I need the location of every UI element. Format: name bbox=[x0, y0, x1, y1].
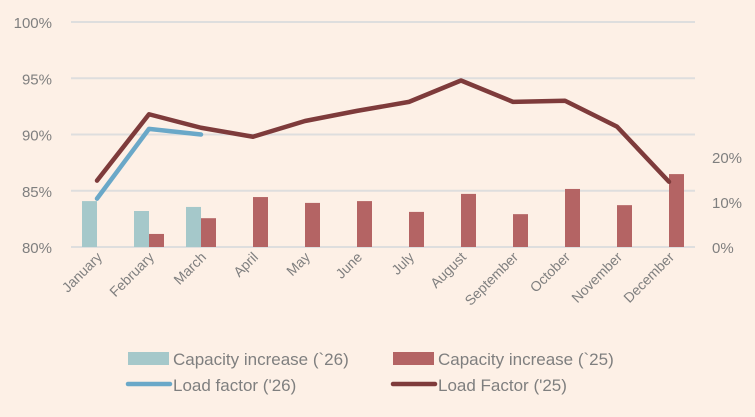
right-tick-label: 10% bbox=[712, 195, 742, 212]
left-tick-label: 95% bbox=[22, 71, 52, 88]
x-tick-label: January bbox=[59, 249, 106, 296]
bar bbox=[409, 211, 424, 247]
x-tick-label: July bbox=[388, 249, 417, 278]
left-tick-label: 80% bbox=[22, 240, 52, 257]
bar bbox=[82, 201, 97, 247]
legend: Capacity increase (`26) Capacity increase… bbox=[125, 350, 614, 395]
x-tick-label: October bbox=[527, 249, 574, 296]
bar bbox=[201, 218, 216, 247]
x-tick-label: June bbox=[332, 249, 365, 282]
right-tick-label: 20% bbox=[712, 150, 742, 167]
left-tick-label: 90% bbox=[22, 128, 52, 145]
legend-label: Capacity increase (`25) bbox=[438, 350, 614, 369]
bar bbox=[565, 188, 580, 247]
right-tick-label: 0% bbox=[712, 240, 734, 257]
bar bbox=[357, 201, 372, 247]
bar bbox=[617, 205, 632, 247]
right-axis: 0% 10% 20% bbox=[712, 150, 742, 257]
x-axis: January February March April May June July Augu… bbox=[59, 249, 678, 309]
left-tick-label: 100% bbox=[14, 15, 52, 32]
bars bbox=[82, 174, 684, 247]
legend-label: Load Factor ('25) bbox=[438, 376, 567, 395]
line-series bbox=[94, 78, 672, 184]
x-tick-label: August bbox=[427, 249, 469, 291]
x-tick-label: April bbox=[230, 249, 261, 280]
x-tick-label: November bbox=[568, 249, 625, 306]
bar bbox=[134, 211, 149, 247]
gridlines bbox=[71, 21, 695, 248]
x-tick-label: March bbox=[170, 249, 209, 288]
legend-swatch bbox=[128, 352, 169, 365]
bar bbox=[305, 202, 320, 247]
bar bbox=[513, 214, 528, 247]
bar bbox=[149, 233, 164, 247]
bar bbox=[186, 206, 201, 247]
left-tick-label: 85% bbox=[22, 184, 52, 201]
legend-label: Load factor ('26) bbox=[173, 376, 296, 395]
legend-label: Capacity increase (`26) bbox=[173, 350, 349, 369]
x-tick-label: May bbox=[283, 249, 313, 279]
legend-swatch bbox=[393, 352, 434, 365]
line-series bbox=[94, 126, 204, 201]
lines bbox=[94, 78, 672, 201]
x-tick-label: September bbox=[461, 249, 521, 309]
bar bbox=[669, 174, 684, 247]
bar bbox=[461, 193, 476, 247]
left-axis: 80% 85% 90% 95% 100% bbox=[14, 15, 52, 257]
x-tick-label: February bbox=[106, 249, 157, 300]
x-tick-label: December bbox=[620, 249, 677, 306]
bar bbox=[253, 197, 268, 247]
